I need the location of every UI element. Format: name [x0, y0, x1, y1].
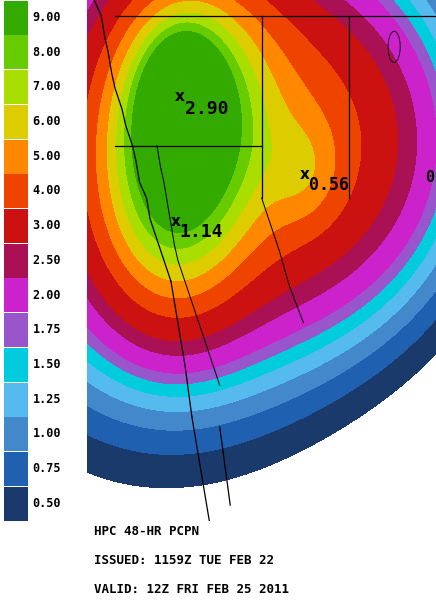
Text: 1.00: 1.00: [33, 428, 61, 440]
Bar: [4, 452, 28, 486]
Text: 1.14: 1.14: [180, 223, 223, 241]
Text: 6.00: 6.00: [33, 115, 61, 128]
Bar: [4, 174, 28, 208]
Bar: [4, 313, 28, 347]
Text: 8.00: 8.00: [33, 46, 61, 58]
Text: 1.50: 1.50: [33, 358, 61, 371]
Text: 2.50: 2.50: [33, 254, 61, 267]
Bar: [4, 487, 28, 521]
Bar: [4, 70, 28, 104]
Text: 0.75: 0.75: [33, 462, 61, 475]
Bar: [4, 244, 28, 278]
Text: 5.00: 5.00: [33, 150, 61, 163]
Text: 7.00: 7.00: [33, 80, 61, 93]
Bar: [4, 35, 28, 69]
Text: 9.00: 9.00: [33, 11, 61, 24]
Text: 0.50: 0.50: [33, 497, 61, 510]
Text: ISSUED: 1159Z TUE FEB 22: ISSUED: 1159Z TUE FEB 22: [94, 554, 274, 567]
Text: 2.00: 2.00: [33, 289, 61, 301]
Bar: [4, 209, 28, 243]
Bar: [4, 105, 28, 139]
Text: x: x: [175, 89, 184, 104]
Bar: [4, 278, 28, 312]
Text: x: x: [300, 167, 310, 182]
Bar: [4, 1, 28, 35]
Bar: [4, 348, 28, 382]
Text: 1.25: 1.25: [33, 393, 61, 406]
Text: 3.00: 3.00: [33, 219, 61, 232]
Text: 1.75: 1.75: [33, 323, 61, 336]
Bar: [4, 417, 28, 451]
Text: 4.00: 4.00: [33, 185, 61, 197]
Bar: [4, 382, 28, 417]
Text: 2.90: 2.90: [185, 100, 228, 118]
Bar: [4, 139, 28, 174]
Text: x: x: [171, 214, 181, 229]
Text: 0.56: 0.56: [309, 176, 349, 194]
Text: 0.: 0.: [426, 169, 436, 185]
Text: HPC 48-HR PCPN: HPC 48-HR PCPN: [94, 525, 199, 538]
Text: VALID: 12Z FRI FEB 25 2011: VALID: 12Z FRI FEB 25 2011: [94, 582, 289, 596]
